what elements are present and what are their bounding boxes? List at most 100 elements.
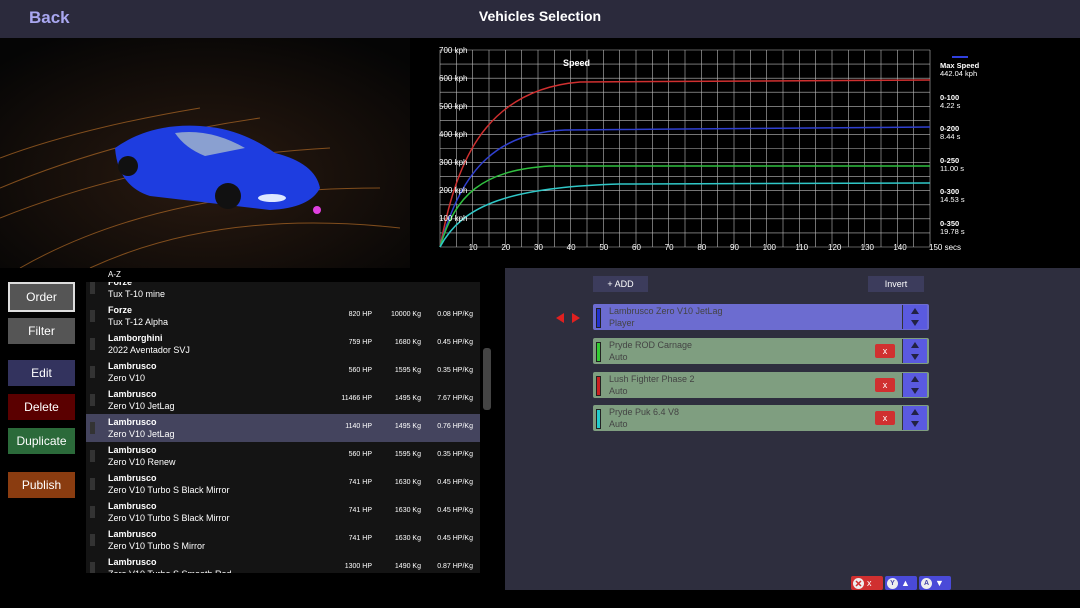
- weight: 1630 Kg: [394, 479, 421, 486]
- hint-key: Y: [887, 577, 898, 589]
- stat-label: 0-100: [940, 93, 959, 102]
- top-bar: [0, 0, 1080, 38]
- vehicle-row[interactable]: Lambrusco Zero V10 JetLag 11466 HP 1495 Kg 7…: [86, 386, 480, 414]
- scrollbar[interactable]: [483, 348, 491, 410]
- x-label: 150 secs: [929, 243, 961, 252]
- vehicle-list: Forze Tux T-10 mine Forze Tux T-12 Alpha 820…: [86, 282, 480, 573]
- swap-arrows[interactable]: [555, 311, 581, 325]
- hint-key: A: [921, 577, 932, 589]
- back-button[interactable]: Back: [29, 8, 70, 27]
- x-label: 50: [599, 243, 608, 252]
- slot-role: Auto: [609, 419, 628, 429]
- ratio: 7.67 HP/Kg: [437, 395, 473, 402]
- row-icon: [90, 310, 95, 322]
- controller-hint: Y ▲: [885, 576, 917, 590]
- side-button[interactable]: Delete: [8, 394, 75, 420]
- player-slot[interactable]: Pryde ROD Carnage Auto x: [593, 338, 929, 364]
- brand: Lambrusco: [108, 361, 157, 371]
- order-buttons[interactable]: [902, 339, 927, 363]
- weight: 1630 Kg: [394, 535, 421, 542]
- side-button[interactable]: Order: [8, 282, 75, 312]
- weight: 10000 Kg: [391, 311, 421, 318]
- slot-color: [596, 308, 601, 328]
- ratio: 0.45 HP/Kg: [437, 535, 473, 542]
- x-label: 90: [730, 243, 739, 252]
- x-label: 130: [861, 243, 875, 252]
- model: Zero V10 Renew: [108, 457, 176, 467]
- weight: 1680 Kg: [394, 339, 421, 346]
- add-button[interactable]: + ADD: [593, 276, 648, 292]
- side-button[interactable]: Filter: [8, 318, 75, 344]
- remove-button[interactable]: x: [875, 378, 895, 392]
- vehicle-row[interactable]: Lambrusco Zero V10 JetLag 1140 HP 1495 Kg 0.…: [86, 414, 480, 442]
- row-icon: [90, 534, 95, 546]
- curve: [439, 165, 930, 248]
- model: Tux T-10 mine: [108, 289, 166, 299]
- x-label: 110: [795, 243, 808, 252]
- ratio: 0.08 HP/Kg: [437, 311, 473, 318]
- x-icon: [855, 579, 862, 587]
- brand: Forze: [108, 282, 133, 287]
- invert-button[interactable]: Invert: [868, 276, 924, 292]
- x-label: 100: [763, 243, 777, 252]
- ratio: 0.45 HP/Kg: [437, 507, 473, 514]
- side-button[interactable]: Publish: [8, 472, 75, 498]
- row-icon: [90, 394, 95, 406]
- remove-button[interactable]: x: [875, 344, 895, 358]
- y-label: 300 kph: [439, 158, 467, 167]
- power: 560 HP: [348, 367, 372, 374]
- brand: Lamborghini: [108, 333, 163, 343]
- player-slot[interactable]: Lambrusco Zero V10 JetLag Player: [593, 304, 929, 330]
- order-buttons[interactable]: [902, 406, 927, 430]
- vehicle-row[interactable]: Lambrusco Zero V10 Turbo S Black Mirror 74…: [86, 498, 480, 526]
- arrows: [911, 342, 919, 360]
- power: 741 HP: [348, 535, 372, 542]
- order-buttons[interactable]: [902, 373, 927, 397]
- weight: 1495 Kg: [394, 423, 421, 430]
- row-icon: [90, 422, 95, 434]
- order-buttons[interactable]: [902, 305, 927, 329]
- player-slot[interactable]: Pryde Puk 6.4 V8 Auto x: [593, 405, 929, 431]
- model: Tux T-12 Alpha: [108, 317, 169, 327]
- controller-hint: A ▼: [919, 576, 951, 590]
- slot-color: [596, 342, 601, 362]
- model: Zero V10 Turbo S Mirror: [108, 541, 206, 551]
- controller-hint: x: [851, 576, 883, 590]
- ratio: 0.76 HP/Kg: [437, 423, 473, 430]
- vehicle-row[interactable]: Lambrusco Zero V10 560 HP 1595 Kg 0.35 HP/Kg: [86, 358, 480, 386]
- stat-value: 19.78 s: [940, 227, 965, 236]
- title: Vehicles Selection: [478, 8, 602, 24]
- arrows: [911, 376, 919, 394]
- slot-color: [596, 409, 601, 429]
- row-icon: [90, 478, 95, 490]
- brand: Lambrusco: [108, 529, 157, 539]
- vehicle-row[interactable]: Lamborghini 2022 Aventador SVJ 759 HP 1680 …: [86, 330, 480, 358]
- power: 560 HP: [348, 451, 372, 458]
- power: 1140 HP: [345, 423, 372, 430]
- side-button[interactable]: Edit: [8, 360, 75, 386]
- model: Zero V10 JetLag: [108, 429, 175, 439]
- power: 1300 HP: [344, 563, 372, 570]
- remove-button[interactable]: x: [875, 411, 895, 425]
- side-button[interactable]: Duplicate: [8, 428, 75, 454]
- x-label: 10: [469, 243, 478, 252]
- vehicle-row[interactable]: Lambrusco Zero V10 Turbo S Smooth Red 1300…: [86, 554, 480, 573]
- slot-color: [596, 376, 601, 396]
- brand: Lambrusco: [108, 557, 157, 567]
- vehicle-row[interactable]: Lambrusco Zero V10 Turbo S Black Mirror 74…: [86, 470, 480, 498]
- x-label: 20: [501, 243, 510, 252]
- arrows: [911, 409, 919, 427]
- slot-name: Lambrusco Zero V10 JetLag: [609, 306, 723, 316]
- brand: Forze: [108, 305, 133, 315]
- player-slot[interactable]: Lush Fighter Phase 2 Auto x: [593, 372, 929, 398]
- vehicle-row[interactable]: Forze Tux T-10 mine: [86, 282, 480, 302]
- hint-key: [853, 577, 864, 589]
- vehicle-row[interactable]: Lambrusco Zero V10 Turbo S Mirror 741 HP 16…: [86, 526, 480, 554]
- brand: Lambrusco: [108, 473, 157, 483]
- vehicle-row[interactable]: Forze Tux T-12 Alpha 820 HP 10000 Kg 0.08 HP…: [86, 302, 480, 330]
- ratio: 0.45 HP/Kg: [437, 339, 473, 346]
- power: 820 HP: [348, 311, 372, 318]
- vehicle-row[interactable]: Lambrusco Zero V10 Renew 560 HP 1595 Kg 0.35…: [86, 442, 480, 470]
- row-icon: [90, 562, 95, 573]
- weight: 1495 Kg: [394, 395, 421, 402]
